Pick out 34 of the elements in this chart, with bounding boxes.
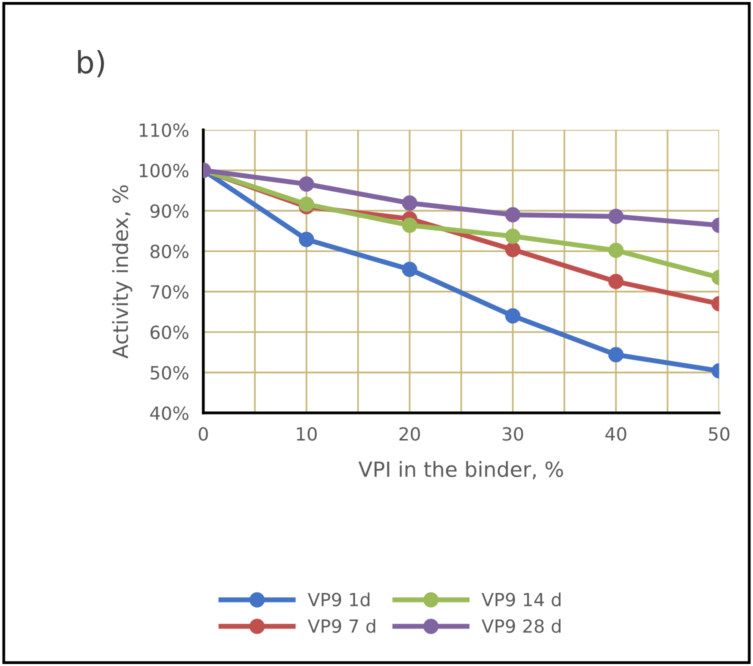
legend-label: VP9 28 d: [482, 618, 561, 633]
y-tick-label: 50%: [150, 366, 188, 380]
x-tick-label: 0: [198, 427, 208, 441]
x-tick-label: 50: [709, 427, 730, 441]
x-tick-label: 20: [399, 427, 420, 441]
y-tick-label: 70%: [150, 285, 188, 299]
y-tick-label: 90%: [150, 204, 188, 218]
point: [608, 242, 624, 258]
point: [402, 262, 418, 278]
chart-title: b): [78, 50, 104, 78]
point: [402, 195, 418, 211]
point: [505, 228, 520, 244]
point: [298, 232, 314, 248]
point: [505, 242, 520, 258]
point: [402, 218, 418, 233]
y-tick-label: 110%: [140, 123, 188, 137]
point: [608, 208, 624, 224]
x-tick-label: 10: [296, 427, 317, 441]
point: [608, 274, 624, 290]
y-tick-label: 60%: [150, 326, 188, 340]
legend-label: VP9 1d: [308, 592, 370, 606]
x-tick-label: 30: [502, 427, 524, 441]
x-tick-label: 40: [605, 427, 626, 441]
legend-label: VP9 7 d: [308, 618, 376, 633]
y-tick-label: 40%: [150, 406, 188, 420]
y-tick-label: 100%: [140, 164, 188, 178]
legend-label: VP9 14 d: [482, 592, 561, 606]
y-axis-title: Activity index, %: [112, 185, 132, 359]
point: [505, 207, 520, 222]
y-tick-label: 80%: [150, 244, 188, 258]
x-axis-title: VPI in the binder, %: [358, 460, 563, 480]
point: [505, 308, 520, 324]
point: [298, 176, 314, 192]
point: [608, 347, 624, 362]
